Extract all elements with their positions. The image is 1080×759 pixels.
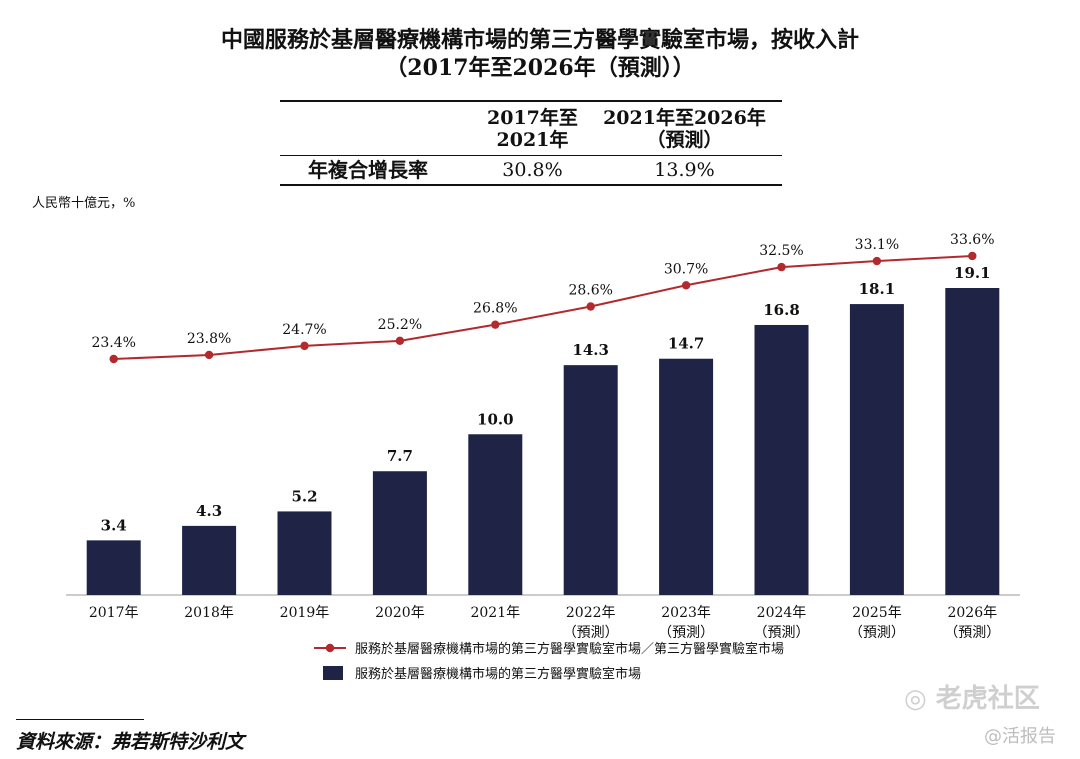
share-point-3: [395, 336, 405, 346]
watermark-logo: ◎ 老虎社区: [904, 684, 1040, 714]
x-tick-label-7: 2024年: [757, 605, 807, 621]
unit-label: 人民幣十億元，%: [32, 196, 136, 211]
x-tick-label-5: 2022年: [566, 605, 616, 621]
share-point-9: [968, 251, 977, 261]
bar-value-label-8: 18.1: [859, 280, 896, 298]
share-value-label-4: 26.8%: [473, 301, 517, 317]
bar-2: [277, 511, 332, 595]
source-divider: [16, 719, 144, 720]
legend-line-marker: [325, 643, 335, 653]
bar-0: [86, 540, 141, 595]
x-tick-sublabel-5: （預測）: [563, 625, 619, 641]
cagr-table: 2017年至 2021年 2021年至2026年 （預測） 年複合增長率 30.…: [280, 100, 782, 186]
share-value-label-3: 25.2%: [378, 317, 422, 333]
bar-4: [468, 434, 523, 595]
cagr-header-empty: [280, 100, 478, 156]
cagr-header-col2-line1: 2021年至2026年: [603, 106, 766, 129]
share-value-label-6: 30.7%: [664, 261, 708, 277]
bar-7: [754, 324, 809, 595]
x-tick-label-1: 2018年: [184, 605, 234, 621]
bar-value-label-0: 3.4: [101, 516, 127, 534]
bar-value-label-3: 7.7: [387, 447, 413, 465]
share-point-6: [681, 281, 691, 290]
share-value-label-7: 32.5%: [759, 243, 803, 259]
cagr-value-2: 13.9%: [586, 155, 782, 186]
bar-6: [659, 358, 714, 595]
share-value-label-5: 28.6%: [568, 282, 612, 298]
watermark-text: 老虎社区: [935, 684, 1040, 714]
share-value-label-2: 24.7%: [282, 322, 326, 338]
cagr-header-col1: 2017年至 2021年: [478, 100, 587, 156]
x-tick-sublabel-9: （預測）: [944, 625, 1000, 641]
bar-5: [563, 365, 618, 595]
share-point-7: [777, 262, 786, 272]
share-point-1: [204, 350, 214, 360]
x-tick-label-0: 2017年: [89, 605, 139, 621]
share-point-8: [872, 256, 882, 266]
bar-value-label-6: 14.7: [668, 335, 705, 353]
share-value-label-0: 23.4%: [91, 335, 135, 351]
share-point-0: [109, 354, 118, 364]
x-tick-label-6: 2023年: [661, 605, 711, 621]
share-point-4: [491, 320, 500, 329]
bar-value-label-7: 16.8: [763, 301, 800, 319]
x-tick-label-8: 2025年: [852, 605, 902, 621]
share-point-2: [300, 341, 309, 351]
cagr-row-label: 年複合增長率: [280, 155, 478, 186]
cagr-header-col2-line2: （預測）: [646, 128, 723, 151]
watermark-sub: @活报告: [984, 726, 1056, 747]
cagr-value-row: 年複合增長率 30.8% 13.9%: [280, 155, 782, 186]
cagr-header-col2: 2021年至2026年 （預測）: [586, 100, 782, 156]
bar-8: [849, 304, 904, 595]
share-line: [113, 255, 973, 360]
share-value-label-8: 33.1%: [855, 237, 899, 253]
bar-3: [372, 471, 427, 595]
bar-value-label-5: 14.3: [572, 341, 609, 359]
legend-line-label: 服務於基層醫療機構市場的第三方醫學實驗室市場／第三方醫學實驗室市場: [355, 641, 784, 657]
chart-title-line1: 中國服務於基層醫療機構市場的第三方醫學實驗室市場，按收入計: [220, 27, 859, 53]
x-tick-sublabel-7: （預測）: [754, 625, 810, 641]
bar-value-label-9: 19.1: [954, 264, 991, 282]
x-tick-sublabel-8: （預測）: [849, 625, 905, 641]
cagr-value-1: 30.8%: [478, 155, 587, 186]
share-value-label-1: 23.8%: [187, 331, 231, 347]
bar-value-label-4: 10.0: [477, 410, 514, 428]
bar-9: [945, 288, 1000, 595]
x-tick-sublabel-6: （預測）: [658, 625, 714, 641]
chart-title-line2: （2017年至2026年（預測））: [385, 55, 695, 81]
cagr-header-row: 2017年至 2021年 2021年至2026年 （預測）: [280, 100, 782, 156]
legend-bar-swatch: [323, 666, 343, 680]
cagr-header-col1-line2: 2021年: [496, 128, 569, 151]
legend-bar-label: 服務於基層醫療機構市場的第三方醫學實驗室市場: [355, 666, 641, 682]
bar-value-label-1: 4.3: [196, 502, 222, 520]
share-value-label-9: 33.6%: [950, 232, 994, 248]
cagr-header-col1-line1: 2017年至: [487, 106, 578, 129]
x-tick-label-9: 2026年: [947, 605, 997, 621]
bar-1: [182, 525, 237, 595]
source-note: 資料來源：弗若斯特沙利文: [16, 731, 245, 753]
x-tick-label-2: 2019年: [280, 605, 330, 621]
x-tick-label-3: 2020年: [375, 605, 425, 621]
share-point-5: [586, 302, 595, 311]
x-tick-label-4: 2021年: [470, 605, 520, 621]
bar-value-label-2: 5.2: [291, 487, 317, 505]
